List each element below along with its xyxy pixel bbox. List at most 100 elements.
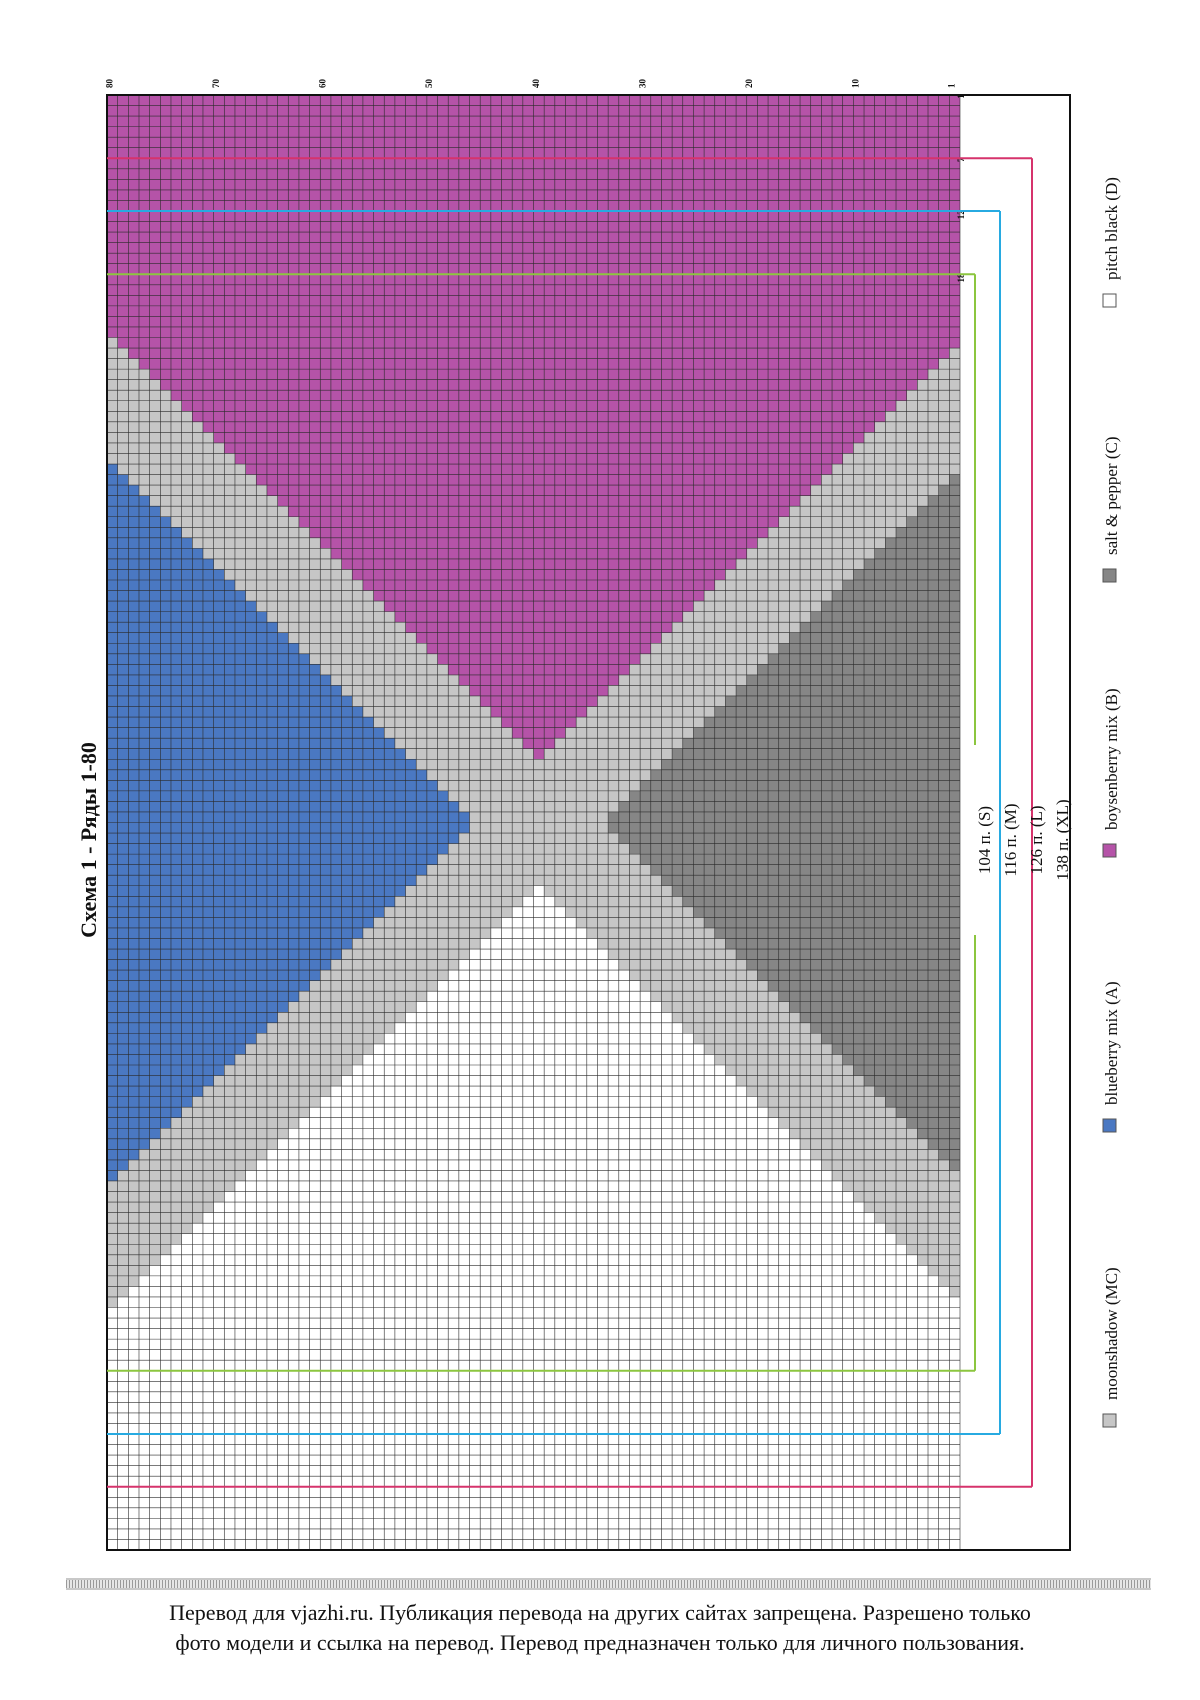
chart-cell-run [490, 927, 502, 1550]
row-label: 80 [104, 79, 114, 89]
chart-cell-run [320, 95, 331, 549]
chart-cell-run [533, 885, 545, 1550]
chart-cell-run [661, 1012, 673, 1550]
row-labels: 1 10 20 30 40 50 60 70 80 [104, 79, 956, 89]
chart-cell-run [277, 1138, 289, 1550]
stitch-labels: 1 7 12 18 [956, 94, 966, 283]
chart-cell-run [256, 1159, 267, 1550]
chart-cell-run [832, 95, 843, 465]
footer: Перевод для vjazhi.ru. Публикация перево… [60, 1598, 1140, 1658]
chart-cell-run [320, 1096, 331, 1550]
footer-line-1: Перевод для vjazhi.ru. Публикация перево… [169, 1600, 1031, 1625]
stitch-label: 1 [956, 94, 966, 99]
chart-cell-run [469, 95, 481, 696]
legend-label: pitch black (D) [1102, 177, 1121, 280]
row-label: 1 [947, 83, 957, 88]
square-icon [1102, 293, 1117, 308]
size-label: 126 п. (L) [1027, 805, 1046, 874]
knitting-chart: Схема 1 - Ряды 1-80 1 10 20 30 40 50 60 70 80 1 7… [76, 79, 1121, 1551]
chart-cell-run [469, 949, 481, 1550]
chart-cell-run [938, 1286, 950, 1550]
chart-cell-run [384, 95, 395, 612]
chart-cell-run [170, 95, 182, 401]
chart-cell-run [576, 95, 587, 718]
square-icon [1102, 568, 1117, 583]
chart-cell-run [362, 1054, 374, 1550]
chart-cell-run [618, 970, 630, 1550]
footer-line-2: фото модели и ссылка на перевод. Перевод… [175, 1630, 1025, 1655]
chart-grid [106, 94, 1071, 1551]
chart-title: Схема 1 - Ряды 1-80 [76, 742, 101, 938]
row-label: 70 [211, 79, 221, 89]
chart-cell-run [810, 1159, 822, 1550]
chart-cell-run [618, 95, 630, 675]
chart-cell-run [725, 1075, 737, 1550]
chart-cell-run [405, 95, 417, 633]
chart-cell-run [341, 1075, 353, 1550]
chart-cell-run [896, 95, 907, 401]
chart-cell-run [149, 95, 161, 380]
chart-cell-run [832, 1180, 843, 1550]
stitch-label: 12 [956, 210, 966, 220]
chart-cell-run [490, 95, 502, 718]
chart-cell-run [554, 906, 566, 1550]
chart-cell-run [341, 95, 353, 570]
chart-cell-run [768, 95, 779, 528]
row-label: 10 [851, 79, 861, 89]
chart-cell-run [149, 1265, 161, 1550]
chart-cell-run [746, 1096, 758, 1550]
chart-cell-run [213, 95, 225, 443]
chart-cell-run [405, 1012, 417, 1550]
chart-cell-run [362, 95, 374, 591]
size-label-backing [970, 745, 1066, 935]
chart-cell-run [128, 95, 139, 359]
chart-cell-run [426, 991, 438, 1550]
size-lines: 104 п. (S) 116 п. (M) 126 п. (L) 138 п. (XL… [107, 157, 1072, 1488]
chart-cell-run [917, 95, 929, 380]
chart-cell-run [298, 95, 310, 528]
stitch-label: 7 [956, 157, 966, 162]
chart-cell-run [789, 1138, 801, 1550]
chart-cell-run [192, 1223, 203, 1550]
square-icon [1102, 1413, 1117, 1428]
chart-cell-run [597, 949, 609, 1550]
chart-cell-run [448, 95, 459, 675]
chart-cell-run [384, 1033, 395, 1550]
chart-cell-run [704, 1054, 715, 1550]
square-icon [1102, 1118, 1117, 1133]
chart-cell-run [576, 927, 587, 1550]
chart-cell-run [554, 95, 566, 739]
chart-cell-run [533, 95, 545, 760]
chart-cell-run [938, 95, 950, 359]
chart-cell-run [746, 95, 758, 549]
chart-cell-run [234, 95, 246, 465]
legend-label: salt & pepper (C) [1102, 437, 1121, 556]
chart-cell-run [896, 1244, 907, 1550]
chart-cell-run [853, 1202, 865, 1550]
row-label: 40 [531, 79, 541, 89]
chart-cell-run [704, 95, 715, 591]
chart-cell-run [107, 95, 118, 338]
chart-cell-run [917, 1265, 929, 1550]
size-label: 104 п. (S) [975, 806, 994, 874]
chart-cell-run [682, 95, 694, 612]
size-label: 116 п. (M) [1001, 803, 1020, 876]
chart-frame [106, 94, 1071, 1551]
chart-cell-run [170, 1244, 182, 1550]
chart-cell-run [298, 1117, 310, 1550]
row-label: 30 [638, 79, 648, 89]
chart-cell-run [810, 95, 822, 486]
chart-cell-run [107, 1307, 118, 1550]
chart-cell-run [640, 991, 651, 1550]
chart-cell-run [277, 95, 289, 507]
chart-cell-run [448, 970, 459, 1550]
square-icon [1102, 843, 1117, 858]
row-label: 50 [424, 79, 434, 89]
chart-cell-run [661, 95, 673, 633]
stitch-label: 18 [956, 273, 966, 283]
size-label: 138 п. (XL) [1053, 799, 1072, 880]
row-label: 20 [744, 79, 754, 89]
chart-cell-run [128, 1286, 139, 1550]
footer-divider [66, 1578, 1151, 1590]
chart-cell-run [874, 95, 886, 422]
